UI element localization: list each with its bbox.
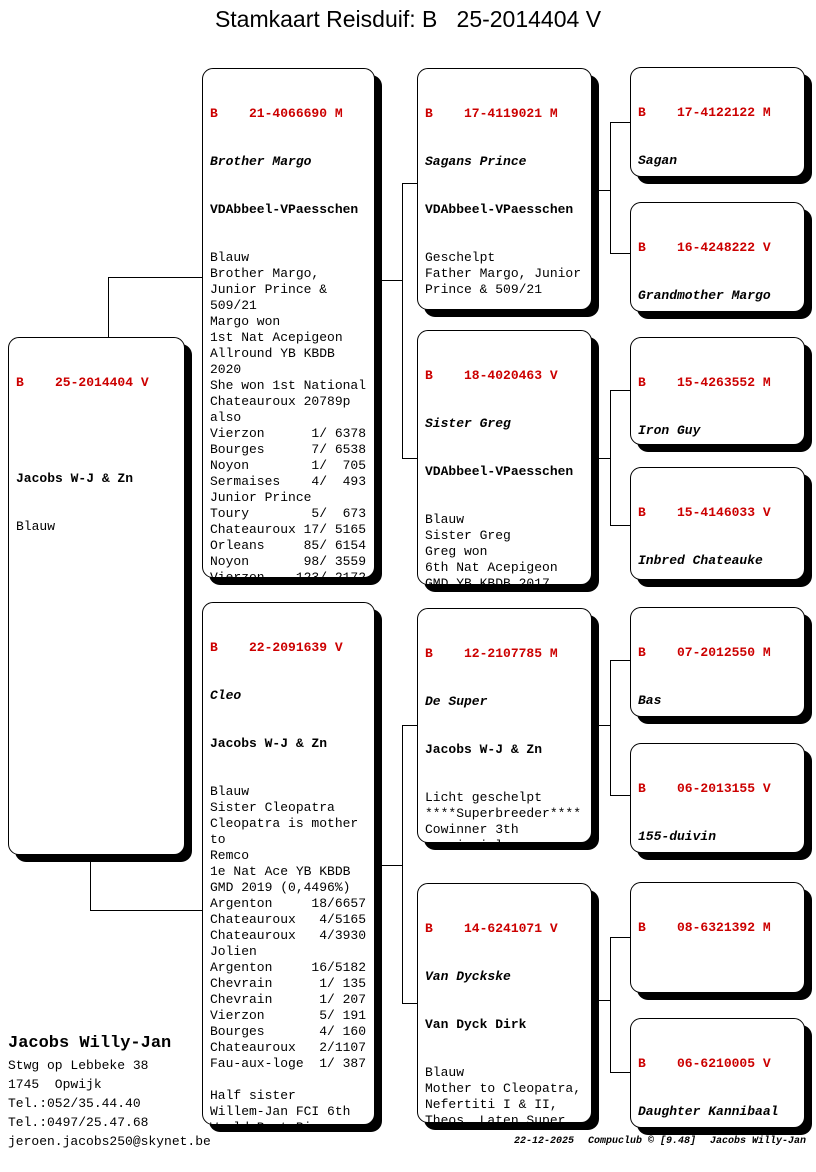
ring-number: B 15-4263552 M [638, 375, 771, 390]
connector-subject-dam-vertical [90, 854, 91, 910]
loft-name: VDAbbeel-VPaesschen [425, 464, 574, 479]
box-dam: B 22-2091639 V Cleo Jacobs W-J & Zn Blau… [202, 602, 375, 1125]
connector-gp1-to-ggp1 [610, 122, 631, 123]
ring-number: B 14-6241071 V [425, 921, 558, 936]
connector-gp1-bracket [610, 122, 611, 253]
connector-gp3-to-ggp6 [610, 795, 631, 796]
connector-gp3-bracket [610, 660, 611, 795]
ring-number: B 16-4248222 V [638, 240, 771, 255]
connector-sire-stub [375, 280, 402, 281]
loft-name: Jacobs W-J & Zn [16, 471, 134, 486]
owner-name: Jacobs Willy-Jan [8, 1034, 172, 1053]
ring-number: B 15-4146033 V [638, 505, 771, 520]
connector-gp4-stub [592, 1000, 610, 1001]
footer-owner: Jacobs Willy-Jan [709, 1136, 806, 1147]
connector-gp1-stub [592, 190, 610, 191]
loft-name: Jacobs W-J & Zn [425, 742, 543, 757]
loft-name: Jacobs W-J & Zn [210, 736, 328, 751]
box-great-grandparent-2: B 16-4248222 V Grandmother Margo Gevaert… [630, 202, 805, 312]
pigeon-name: De Super [425, 694, 488, 709]
pigeon-name: 155-duivin [638, 829, 717, 844]
box-great-grandparent-8: B 06-6210005 V Daughter Kannibaal Van Dy… [630, 1018, 805, 1128]
connector-gp4-to-ggp8 [610, 1072, 631, 1073]
box-great-grandparent-4: B 15-4146033 V Inbred Chateauke Gevaert-… [630, 467, 805, 580]
box-great-grandparent-6: B 06-2013155 V 155-duivin Jacobs W-J & Z… [630, 743, 805, 853]
box-paternal-grandsire: B 17-4119021 M Sagans Prince VDAbbeel-VP… [417, 68, 592, 310]
pigeon-details: Licht geschelpt ****Superbreeder**** Cow… [425, 790, 582, 842]
pigeon-name: Iron Guy [638, 423, 701, 438]
pigeon-name: Inbred Chateauke [638, 553, 763, 568]
pigeon-name: Van Dyckske [425, 969, 511, 984]
footer-software: Compuclub © [9.48] [587, 1136, 696, 1147]
pigeon-name: Brother Margo [210, 154, 312, 169]
connector-sire-to-gp2 [402, 458, 418, 459]
connector-sire-bracket [402, 183, 403, 458]
pigeon-details: Geschelpt Father Margo, Junior Prince & … [425, 250, 582, 297]
ring-number: B 17-4122122 M [638, 105, 771, 120]
connector-dam-to-gp3 [402, 725, 418, 726]
box-paternal-granddam: B 18-4020463 V Sister Greg VDAbbeel-VPae… [417, 330, 592, 585]
pigeon-name [638, 968, 797, 984]
ring-number: B 06-2013155 V [638, 781, 771, 796]
box-great-grandparent-1: B 17-4122122 M Sagan VDAbbeel-V Paessche… [630, 67, 805, 177]
pigeon-details: Blauw Brother Margo, Junior Prince & 509… [210, 250, 367, 578]
owner-block: Jacobs Willy-Jan Stwg op Lebbeke 38 1745… [8, 1032, 211, 1151]
connector-subject-dam-horizontal [90, 910, 204, 911]
connector-gp1-to-ggp2 [610, 253, 631, 254]
connector-gp2-to-ggp4 [610, 525, 631, 526]
pigeon-name: Sagan [638, 153, 678, 168]
loft-name: VDAbbeel-VPaesschen [425, 202, 574, 217]
connector-sire-to-gp1 [402, 183, 418, 184]
ring-number: B 12-2107785 M [425, 646, 558, 661]
pigeon-name: Sagans Prince [425, 154, 527, 169]
ring-number: B 22-2091639 V [210, 640, 343, 655]
owner-address: Stwg op Lebbeke 38 1745 Opwijk Tel.:052/… [8, 1058, 211, 1149]
pigeon-details: Blauw Sister Cleopatra Cleopatra is moth… [210, 784, 367, 1124]
ring-number: B 06-6210005 V [638, 1056, 771, 1071]
pigeon-details: Blauw Mother to Cleopatra, Nefertiti I &… [425, 1065, 582, 1123]
ring-number: B 17-4119021 M [425, 106, 558, 121]
connector-gp2-bracket [610, 390, 611, 525]
connector-dam-bracket [402, 725, 403, 1003]
ring-number: B 25-2014404 V [16, 375, 149, 390]
ring-number: B 21-4066690 M [210, 106, 343, 121]
connector-gp2-stub [592, 458, 610, 459]
connector-dam-stub [375, 865, 402, 866]
footer-date: 22-12-2025 [513, 1136, 574, 1147]
connector-subject-sire-vertical [108, 277, 109, 337]
ring-number: B 07-2012550 M [638, 645, 771, 660]
connector-subject-sire-horizontal [108, 277, 204, 278]
connector-dam-to-gp4 [402, 1003, 418, 1004]
pigeon-name [16, 423, 177, 439]
pigeon-details: Blauw Sister Greg Greg won 6th Nat Acepi… [425, 512, 558, 585]
ring-number: B 08-6321392 M [638, 920, 771, 935]
page-title: Stamkaart Reisduif: B 25-2014404 V [214, 6, 602, 32]
connector-gp4-bracket [610, 937, 611, 1072]
pigeon-name: Cleo [210, 688, 242, 703]
box-great-grandparent-7: B 08-6321392 M Blauw Schaerlaeckens X Ro… [630, 882, 805, 993]
box-great-grandparent-3: B 15-4263552 M Iron Guy Vanlint Michel L… [630, 337, 805, 445]
connector-gp3-to-ggp5 [610, 660, 631, 661]
pigeon-details: Blauw [16, 519, 56, 534]
ring-number: B 18-4020463 V [425, 368, 558, 383]
box-subject-pigeon: B 25-2014404 V Jacobs W-J & Zn Blauw [8, 337, 185, 855]
box-maternal-granddam: B 14-6241071 V Van Dyckske Van Dyck Dirk… [417, 883, 592, 1123]
pigeon-name: Grandmother Margo [638, 288, 771, 303]
connector-gp2-to-ggp3 [610, 390, 631, 391]
pigeon-name: Daughter Kannibaal [638, 1104, 779, 1119]
pigeon-name: Bas [638, 693, 662, 708]
loft-name: Van Dyck Dirk [425, 1017, 527, 1032]
connector-gp3-stub [592, 725, 610, 726]
box-great-grandparent-5: B 07-2012550 M Bas Verkerk G & S Donker … [630, 607, 805, 717]
pigeon-name: Sister Greg [425, 416, 511, 431]
connector-gp4-to-ggp7 [610, 937, 631, 938]
box-sire: B 21-4066690 M Brother Margo VDAbbeel-VP… [202, 68, 375, 578]
footer: 22-12-2025 Compuclub © [9.48] Jacobs Willy… [514, 1136, 806, 1147]
loft-name: VDAbbeel-VPaesschen [210, 202, 359, 217]
box-maternal-grandsire: B 12-2107785 M De Super Jacobs W-J & Zn … [417, 608, 592, 843]
